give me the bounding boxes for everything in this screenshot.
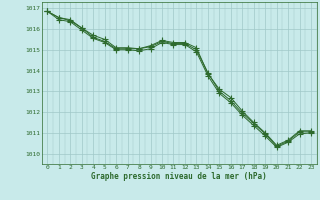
X-axis label: Graphe pression niveau de la mer (hPa): Graphe pression niveau de la mer (hPa): [91, 172, 267, 181]
